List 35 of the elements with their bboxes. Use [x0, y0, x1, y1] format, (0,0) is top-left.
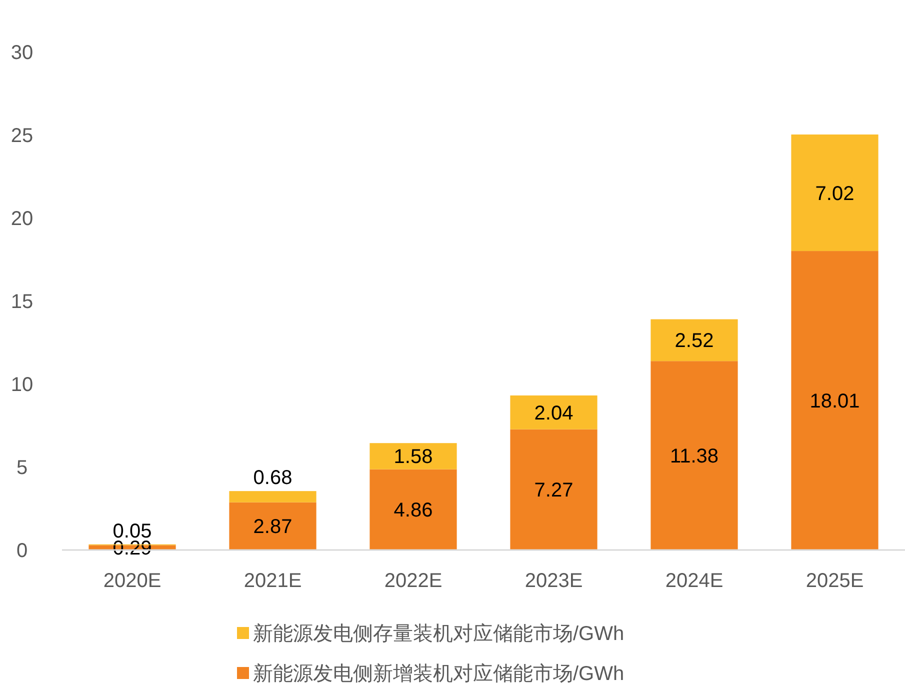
bar: [791, 134, 878, 252]
bar: [510, 395, 598, 430]
x-tick-label: 2020E: [103, 570, 162, 592]
x-tick-label: 2025E: [806, 570, 864, 592]
y-tick-label: 0: [16, 540, 28, 562]
y-tick-label: 25: [10, 125, 34, 147]
data-label: 1.58: [394, 446, 433, 468]
x-tick-label: 2021E: [244, 570, 302, 592]
data-label: 7.02: [815, 182, 854, 205]
y-tick-label: 10: [10, 374, 34, 396]
x-tick-label: 2024E: [665, 570, 724, 592]
y-tick-label: 5: [16, 457, 28, 479]
bar: [370, 443, 457, 470]
legend-label: 新能源发电侧新增装机对应储能市场/GWh: [253, 663, 624, 684]
bar: [229, 491, 316, 502]
x-tick-label: 2022E: [384, 570, 442, 592]
x-tick-label: 2023E: [524, 570, 583, 592]
data-label: 4.86: [394, 500, 433, 522]
y-tick-label: 30: [10, 42, 34, 64]
bar: [650, 361, 738, 550]
bar: [510, 429, 598, 550]
legend-label: 新能源发电侧存量装机对应储能市场/GWh: [253, 623, 624, 645]
data-label: 11.38: [670, 446, 719, 468]
data-label: 0.68: [253, 467, 292, 490]
bar: [229, 502, 316, 550]
data-label: 7.27: [534, 480, 574, 502]
data-label: 2.87: [253, 516, 292, 538]
data-label: 2.04: [534, 402, 574, 424]
bar: [791, 251, 878, 550]
data-label: 2.52: [674, 330, 714, 352]
bar: [650, 319, 738, 362]
bar: [370, 469, 457, 550]
data-label: 18.01: [810, 390, 860, 413]
y-tick-label: 20: [10, 208, 34, 230]
y-tick-label: 15: [10, 291, 34, 313]
